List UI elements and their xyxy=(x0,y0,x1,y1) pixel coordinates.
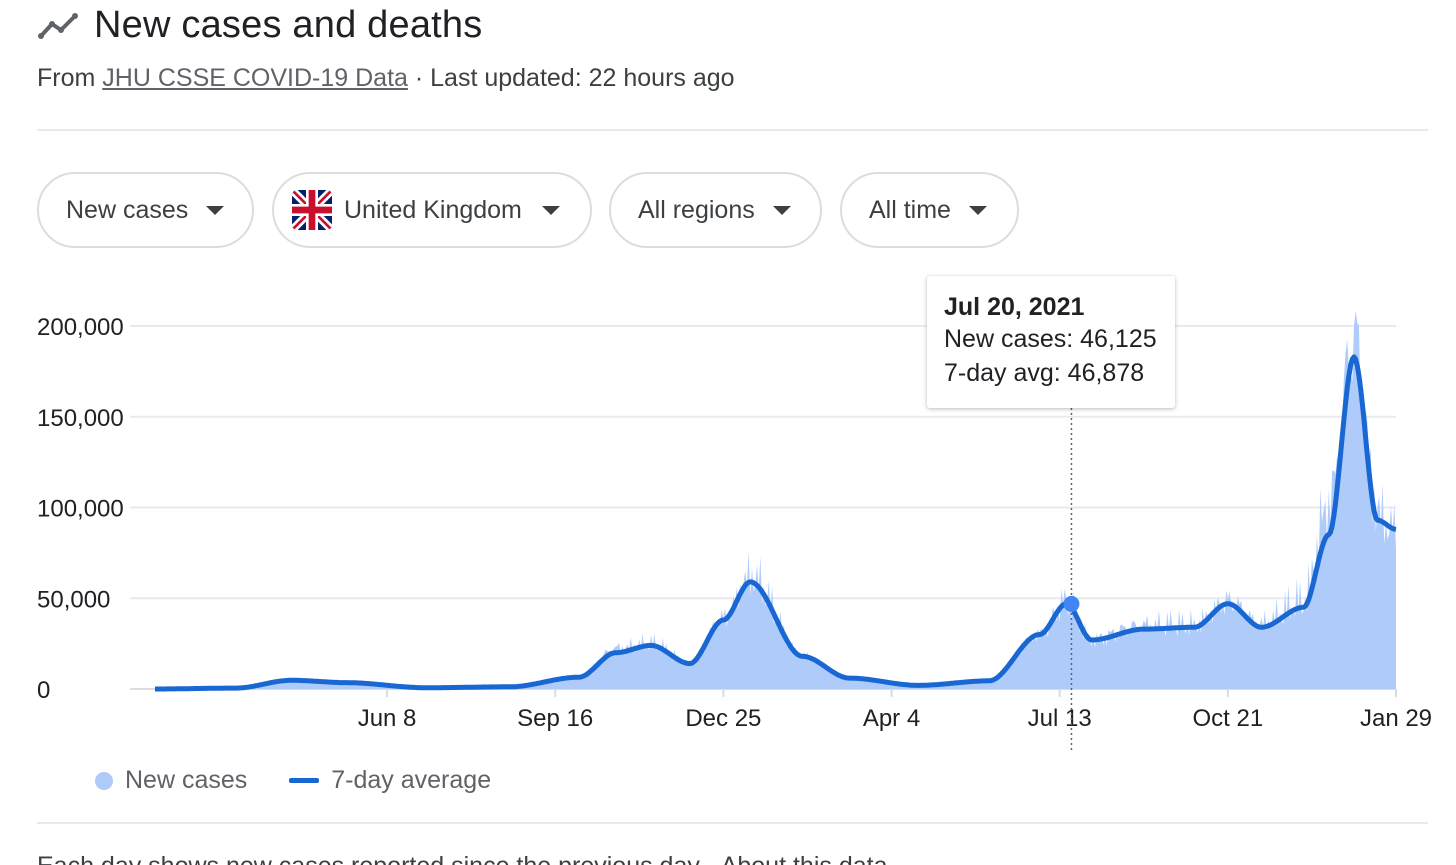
new-cases-legend-swatch xyxy=(95,771,113,790)
chart-tooltip: Jul 20, 2021 New cases: 46,125 7-day avg… xyxy=(927,276,1175,408)
x-tick-label: Oct 21 xyxy=(1192,705,1263,732)
last-updated: · Last updated: 22 hours ago xyxy=(407,64,735,92)
metric-dropdown[interactable]: New cases xyxy=(37,172,254,248)
caret-down-icon xyxy=(541,205,560,215)
y-tick-label: 0 xyxy=(37,677,50,704)
caret-down-icon xyxy=(206,205,225,215)
metric-dropdown-label: New cases xyxy=(66,195,189,224)
x-tick-label: Apr 4 xyxy=(863,705,920,732)
x-tick-label: Jan 29 xyxy=(1360,705,1432,732)
top-divider xyxy=(37,129,1428,131)
time-range-dropdown[interactable]: All time xyxy=(840,172,1019,248)
hover-point xyxy=(1063,595,1080,612)
chart-legend: New cases 7-day average xyxy=(95,766,491,795)
source-prefix: From xyxy=(37,64,103,92)
tooltip-new-cases: New cases: 46,125 xyxy=(944,325,1157,353)
source-link[interactable]: JHU CSSE COVID-19 Data xyxy=(102,64,408,92)
regions-dropdown-label: All regions xyxy=(638,195,755,224)
x-tick-label: Jul 13 xyxy=(1028,705,1092,732)
country-dropdown[interactable]: United Kingdom xyxy=(272,172,592,248)
x-tick-label: Dec 25 xyxy=(685,705,761,732)
bottom-divider xyxy=(37,822,1428,824)
footnote: Each day shows new cases reported since … xyxy=(37,852,888,865)
y-tick-label: 50,000 xyxy=(37,586,110,613)
avg-line xyxy=(154,354,1397,692)
x-tick-label: Jun 8 xyxy=(358,705,417,732)
y-tick-label: 150,000 xyxy=(37,405,124,432)
y-tick-label: 200,000 xyxy=(37,314,124,341)
new-cases-area xyxy=(155,310,1396,689)
caret-down-icon xyxy=(772,205,791,215)
uk-flag-icon xyxy=(292,190,332,230)
trending-line-icon xyxy=(38,12,78,39)
tooltip-date: Jul 20, 2021 xyxy=(944,293,1085,321)
header: New cases and deaths xyxy=(38,4,482,47)
country-dropdown-label: United Kingdom xyxy=(344,195,522,224)
page-title: New cases and deaths xyxy=(94,4,483,46)
time-range-dropdown-label: All time xyxy=(869,195,951,224)
x-tick-label: Sep 16 xyxy=(517,705,593,732)
source-line: From JHU CSSE COVID-19 Data · Last updat… xyxy=(37,64,735,93)
y-tick-label: 100,000 xyxy=(37,496,124,523)
tooltip-avg: 7-day avg: 46,878 xyxy=(944,359,1145,387)
legend-new-cases: New cases xyxy=(125,766,248,794)
legend-avg: 7-day average xyxy=(331,766,492,794)
cases-chart[interactable]: 0 50,000 100,000 150,000 200,000 Jun 8 Sep 16 D… xyxy=(0,260,1456,760)
avg-legend-swatch xyxy=(289,778,320,783)
caret-down-icon xyxy=(968,205,987,215)
regions-dropdown[interactable]: All regions xyxy=(609,172,822,248)
new-cases-bars xyxy=(155,310,1396,689)
